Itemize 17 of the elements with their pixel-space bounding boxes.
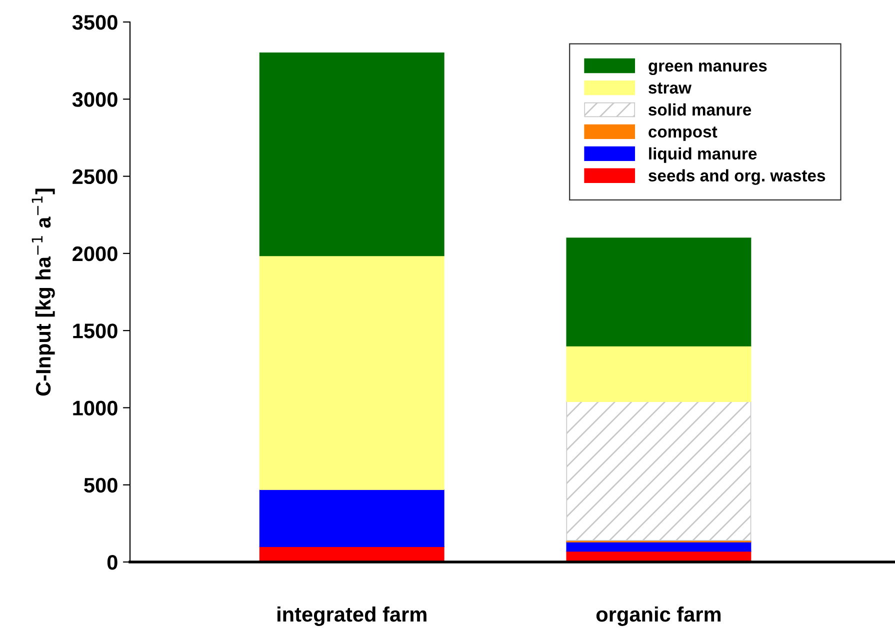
y-axis-title: C-Input [kg ha$^{−1}$ a$^{−1}$] — [32, 188, 55, 396]
legend-label: liquid manure — [649, 147, 757, 163]
y-tick-label: 500 — [84, 478, 118, 493]
y-tick-label: 3000 — [72, 92, 118, 107]
x-tick-label: integrated farm — [277, 606, 426, 626]
y-tick-label: 1500 — [73, 324, 118, 338]
legend-label: solid manure — [648, 103, 752, 116]
y-tick-label: 3500 — [72, 15, 118, 30]
legend-label: seeds and org. wastes — [648, 169, 826, 185]
x-tick-label: organic farm — [596, 606, 721, 626]
legend-label: straw — [648, 82, 692, 94]
y-tick-label: 1000 — [73, 400, 118, 416]
y-tick-label: 2000 — [72, 246, 118, 262]
legend-label: green manures — [648, 62, 767, 76]
legend-label: compost — [648, 126, 718, 141]
y-tick-label: 0 — [107, 555, 118, 570]
y-tick-label: 2500 — [72, 169, 118, 184]
